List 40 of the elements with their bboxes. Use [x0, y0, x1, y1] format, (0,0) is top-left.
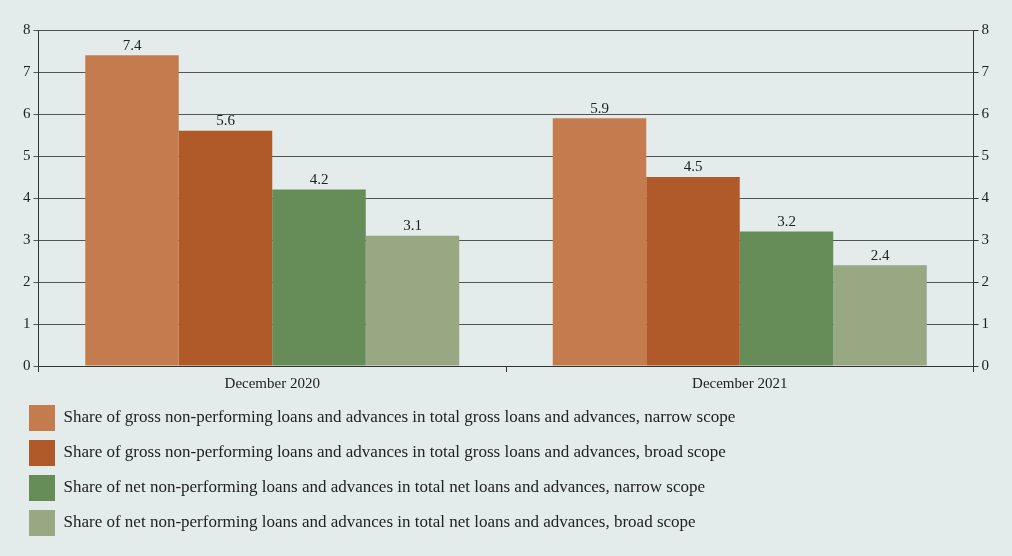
- bar: [85, 55, 179, 366]
- y-tick-label: 5: [23, 146, 31, 163]
- bar: [272, 189, 366, 366]
- y2-tick-label: 1: [981, 314, 989, 331]
- legend-label: Share of gross non-performing loans and advances in total gross loans and advances, broad scope: [63, 442, 726, 462]
- y-tick-label: 6: [23, 104, 31, 121]
- legend-label: Share of net non-performing loans and advances in total net loans and advances, broad scope: [63, 512, 696, 532]
- data-label: 5.9: [590, 99, 609, 116]
- y-tick-label: 3: [23, 230, 31, 247]
- data-label: 4.2: [309, 171, 329, 188]
- y-tick-label: 8: [23, 20, 31, 37]
- legend-label: Share of gross non-performing loans and advances in total gross loans and advances, narrow scope: [63, 407, 736, 427]
- y-tick-label: 2: [23, 272, 31, 289]
- y2-tick-label: 3: [981, 230, 989, 247]
- y2-tick-label: 4: [981, 188, 990, 205]
- bar: [365, 235, 460, 366]
- data-label: 5.6: [216, 112, 236, 129]
- data-label: 4.5: [683, 158, 703, 175]
- bar: [552, 118, 647, 366]
- x-tick-label: December 2020: [224, 374, 320, 391]
- legend-label: Share of net non-performing loans and advances in total net loans and advances, narrow scope: [63, 477, 706, 497]
- y-tick-label: 0: [23, 356, 31, 373]
- y-tick-label: 7: [23, 62, 31, 79]
- y2-tick-label: 6: [981, 104, 990, 121]
- y2-tick-label: 7: [981, 62, 990, 79]
- bar: [833, 265, 927, 366]
- data-label: 3.1: [403, 217, 422, 234]
- bar: [739, 231, 834, 366]
- data-label: 3.2: [777, 213, 796, 230]
- x-tick-label: December 2021: [692, 374, 788, 391]
- y2-tick-label: 2: [981, 272, 989, 289]
- y2-tick-label: 0: [981, 356, 989, 373]
- bar: [646, 177, 740, 366]
- data-label: 7.4: [122, 36, 142, 53]
- data-label: 2.4: [870, 246, 890, 263]
- bar: [178, 130, 273, 366]
- y2-tick-label: 8: [981, 20, 989, 37]
- y2-tick-label: 5: [981, 146, 989, 163]
- y-tick-label: 4: [23, 188, 31, 205]
- y-tick-label: 1: [23, 314, 31, 331]
